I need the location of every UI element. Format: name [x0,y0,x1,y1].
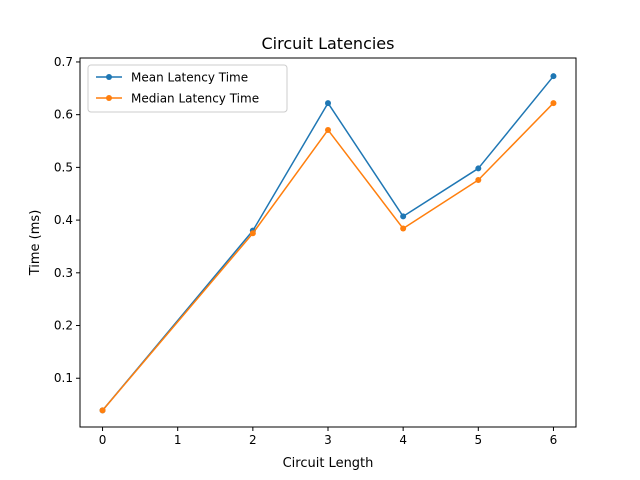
y-tick-label-0: 0.1 [54,371,73,385]
x-tick-label-4: 4 [399,433,407,447]
data-point-0-4 [475,165,482,172]
axis-ticks: 0 1 2 3 4 5 6 0.1 0.2 0.3 0.4 0.5 0.6 0.7 [54,55,557,447]
data-point-0-5 [550,73,557,80]
data-point-1-1 [249,230,256,237]
data-point-0-3 [400,213,407,220]
x-tick-label-0: 0 [99,433,107,447]
x-axis-label: Circuit Length [283,456,374,471]
legend-marker-1 [106,95,112,101]
x-tick-label-5: 5 [474,433,482,447]
y-tick-label-6: 0.7 [54,55,73,69]
legend-label-1: Median Latency Time [131,92,259,106]
x-tick-label-2: 2 [249,433,257,447]
data-point-1-2 [325,126,331,133]
x-tick-label-6: 6 [550,433,558,447]
legend-box [87,64,288,113]
y-tick-label-2: 0.3 [54,266,73,280]
series-line-0 [101,75,555,412]
series-line-1 [101,102,555,412]
y-tick-label-1: 0.2 [54,319,73,333]
chart-title: Circuit Latencies [262,34,395,53]
data-point-1-0 [99,407,106,414]
x-tick-label-3: 3 [324,433,332,447]
legend-marker-0 [106,74,112,80]
axes-frame [79,57,577,428]
data-point-1-4 [475,177,482,184]
y-axis-label: Time (ms) [28,210,43,277]
data-point-0-2 [325,100,331,107]
y-tick-label-5: 0.6 [54,108,73,122]
x-tick-label-1: 1 [174,433,182,447]
plot-area [99,73,557,414]
data-point-1-3 [400,225,407,232]
legend: Mean Latency Time Median Latency Time [87,64,288,113]
y-tick-label-4: 0.5 [54,160,73,174]
data-point-1-5 [550,100,557,107]
y-tick-label-3: 0.4 [54,213,73,227]
legend-label-0: Mean Latency Time [131,71,248,85]
